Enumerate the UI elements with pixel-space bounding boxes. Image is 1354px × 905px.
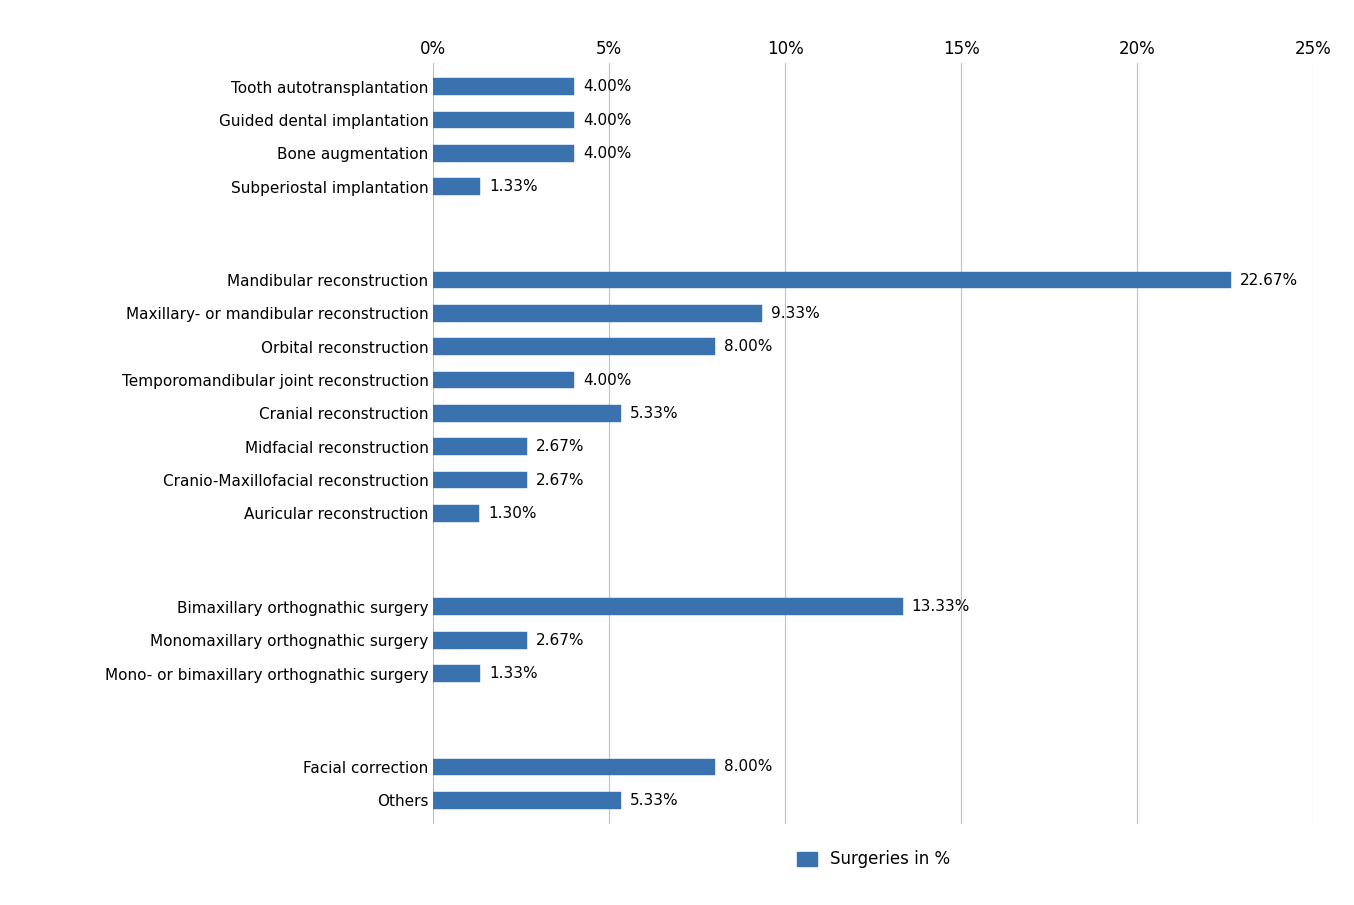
Bar — [433, 178, 481, 195]
Bar — [433, 632, 527, 649]
Text: 4.00%: 4.00% — [584, 80, 631, 94]
Text: 13.33%: 13.33% — [911, 599, 969, 614]
Text: 8.00%: 8.00% — [723, 339, 772, 354]
Bar — [433, 505, 479, 522]
Text: 4.00%: 4.00% — [584, 112, 631, 128]
Text: 1.33%: 1.33% — [489, 179, 538, 195]
Bar — [433, 305, 762, 322]
Bar — [433, 338, 715, 355]
Bar — [433, 598, 903, 615]
Bar — [433, 758, 715, 776]
Bar — [433, 111, 574, 129]
Text: 1.30%: 1.30% — [487, 506, 536, 521]
Text: 1.33%: 1.33% — [489, 666, 538, 681]
Bar — [433, 272, 1231, 289]
Bar — [433, 79, 574, 95]
Text: 22.67%: 22.67% — [1240, 272, 1298, 288]
Text: 5.33%: 5.33% — [630, 406, 678, 421]
Bar — [433, 145, 574, 162]
Text: 5.33%: 5.33% — [630, 793, 678, 807]
Text: 9.33%: 9.33% — [770, 306, 819, 321]
Text: 4.00%: 4.00% — [584, 146, 631, 161]
Text: 2.67%: 2.67% — [536, 472, 585, 488]
Legend: Surgeries in %: Surgeries in % — [796, 851, 951, 869]
Bar — [433, 665, 481, 681]
Bar — [433, 438, 527, 455]
Text: 8.00%: 8.00% — [723, 759, 772, 775]
Bar — [433, 472, 527, 489]
Bar — [433, 405, 621, 422]
Text: 2.67%: 2.67% — [536, 633, 585, 648]
Text: 2.67%: 2.67% — [536, 439, 585, 454]
Bar — [433, 792, 621, 808]
Text: 4.00%: 4.00% — [584, 373, 631, 387]
Bar — [433, 372, 574, 388]
